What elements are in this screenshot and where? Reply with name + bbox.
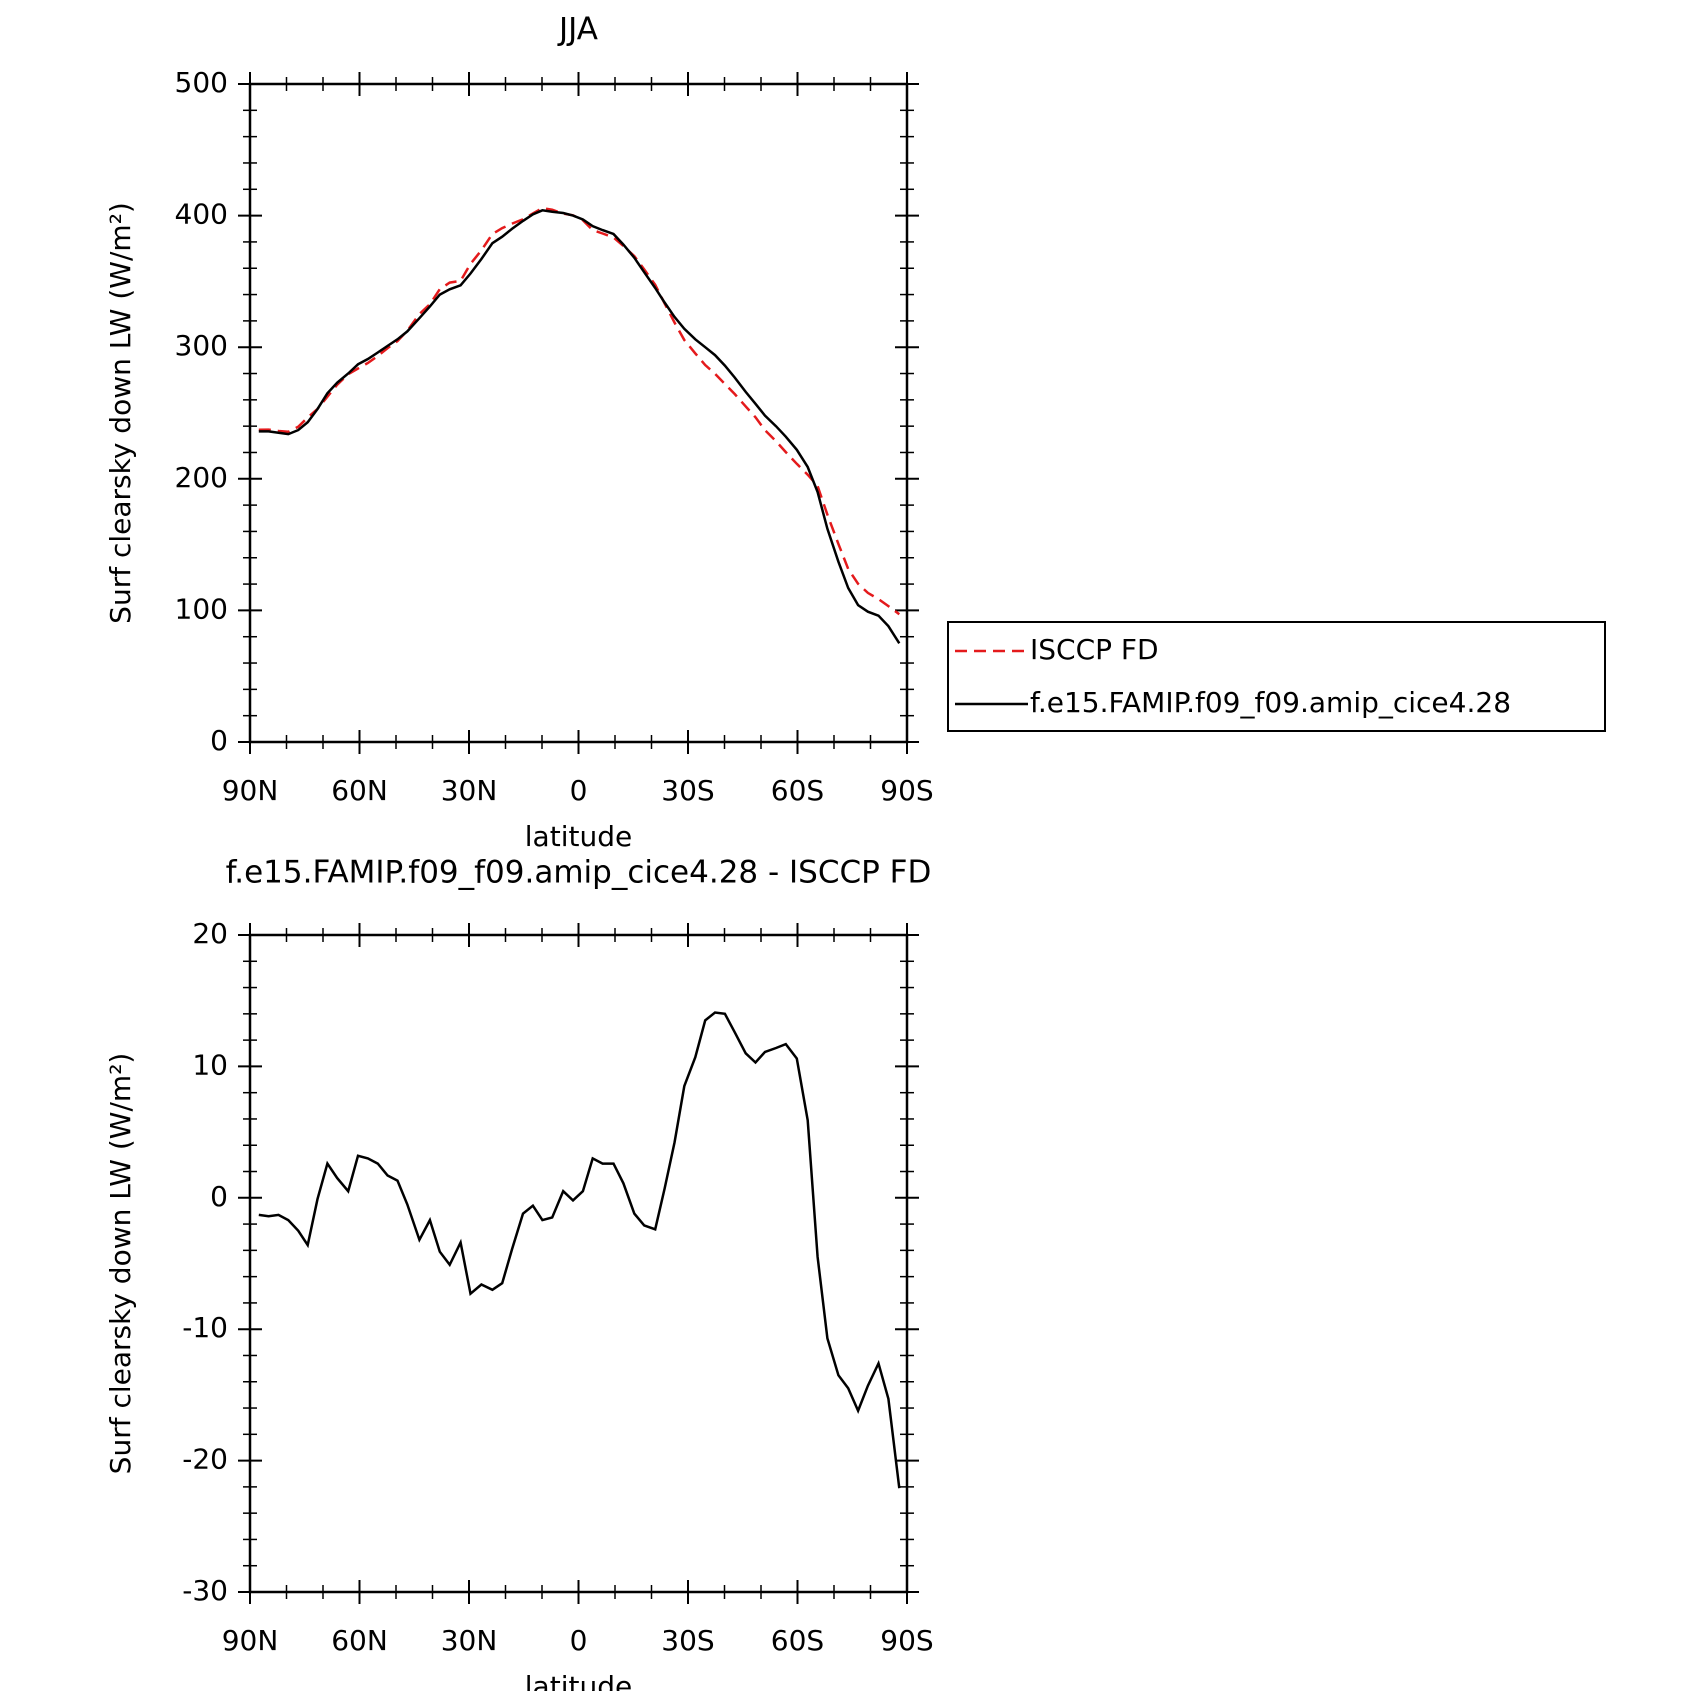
x-tick-label: 90S (880, 774, 933, 807)
plot-frame (248, 933, 909, 1594)
legend-label: ISCCP FD (1030, 633, 1159, 666)
x-tick-label: 30N (441, 774, 498, 807)
data-line (258, 209, 901, 644)
x-tick-label: 60S (771, 1624, 824, 1657)
y-tick-label: -20 (182, 1443, 228, 1476)
x-tick-label: 30S (661, 774, 714, 807)
y-tick-label: 400 (175, 198, 228, 231)
legend-box (947, 621, 1606, 732)
y-tick-label: 10 (192, 1048, 228, 1081)
y-tick-label: -10 (182, 1311, 228, 1344)
x-tick-label: 60N (331, 1624, 388, 1657)
y-tick-label: 500 (175, 66, 228, 99)
chart-title: JJA (557, 12, 598, 48)
x-axis-label: latitude (525, 1670, 632, 1691)
y-tick-label: 20 (192, 917, 228, 950)
x-tick-label: 30S (661, 1624, 714, 1657)
y-tick-label: 100 (175, 592, 228, 625)
y-tick-label: 300 (175, 329, 228, 362)
data-line (258, 206, 901, 616)
x-tick-label: 90S (880, 1624, 933, 1657)
y-tick-label: -30 (182, 1574, 228, 1607)
x-axis-label: latitude (525, 820, 632, 853)
y-axis-label: Surf clearsky down LW (W/m²) (104, 1053, 137, 1475)
plot-frame (248, 82, 909, 744)
data-line (258, 1011, 901, 1489)
legend-label: f.e15.FAMIP.f09_f09.amip_cice4.28 (1030, 686, 1511, 719)
x-tick-label: 0 (570, 1624, 588, 1657)
y-axis-label: Surf clearsky down LW (W/m²) (104, 202, 137, 624)
x-tick-label: 60S (771, 774, 824, 807)
chart-title: f.e15.FAMIP.f09_f09.amip_cice4.28 - ISCC… (226, 855, 932, 891)
y-tick-label: 0 (210, 724, 228, 757)
x-tick-label: 0 (570, 774, 588, 807)
y-tick-label: 0 (210, 1180, 228, 1213)
x-tick-label: 90N (222, 1624, 279, 1657)
x-tick-label: 90N (222, 774, 279, 807)
x-tick-label: 30N (441, 1624, 498, 1657)
x-tick-label: 60N (331, 774, 388, 807)
y-tick-label: 200 (175, 461, 228, 494)
